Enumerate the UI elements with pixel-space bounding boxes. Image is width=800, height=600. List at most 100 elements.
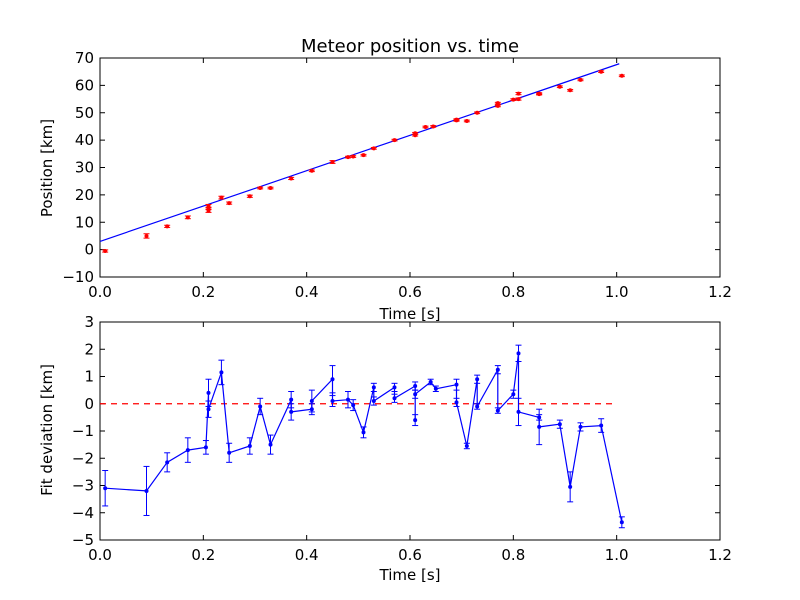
deviation-x-tick-label: 1.0 [605, 546, 629, 564]
position-y-tick-label: 40 [75, 131, 94, 149]
deviation-point [454, 400, 459, 405]
deviation-point [475, 377, 480, 382]
deviation-point [599, 423, 604, 428]
position-point [309, 168, 314, 173]
position-point [289, 176, 294, 181]
position-point [165, 224, 170, 229]
position-point [464, 118, 469, 123]
position-point [431, 124, 436, 129]
position-y-tick-label: 60 [75, 76, 94, 94]
deviation-point [165, 460, 170, 465]
position-x-tick-label: 0.4 [295, 283, 319, 301]
position-point [537, 91, 542, 96]
deviation-x-axis-label: Time [s] [379, 566, 441, 584]
deviation-point [475, 404, 480, 409]
fit-line [99, 63, 620, 242]
position-x-tick-label: 1.0 [605, 283, 629, 301]
position-point [346, 155, 350, 160]
position-point [330, 160, 335, 165]
position-chart-title: Meteor position vs. time [301, 36, 519, 57]
deviation-point [537, 424, 542, 429]
position-point [578, 77, 583, 82]
position-plot: Meteor position vs. time 0.0 0.2 0.4 0.6 0.8… [38, 36, 732, 323]
deviation-x-tick-label: 0.6 [398, 546, 422, 564]
deviation-point [619, 520, 624, 525]
deviation-point [371, 385, 376, 390]
deviation-point [103, 486, 108, 491]
position-point [219, 195, 224, 200]
position-y-tick-label: −10 [62, 268, 94, 286]
position-x-tick-label: 0.0 [88, 283, 112, 301]
position-x-axis-label: Time [s] [379, 305, 441, 323]
position-point [371, 146, 376, 151]
position-point [413, 131, 418, 136]
position-point [475, 110, 480, 115]
deviation-point [219, 370, 224, 375]
deviation-point [227, 450, 232, 455]
deviation-point [568, 484, 573, 489]
deviation-point [144, 488, 149, 493]
deviation-y-tick-label: −4 [72, 504, 94, 522]
position-point [206, 203, 211, 208]
deviation-y-tick-label: 3 [84, 313, 94, 331]
deviation-point [309, 399, 314, 404]
position-point [247, 194, 252, 199]
deviation-point [289, 397, 294, 402]
position-y-axis-label: Position [km] [38, 119, 56, 217]
deviation-point [511, 392, 516, 397]
deviation-point [289, 409, 294, 414]
deviation-point [495, 367, 500, 372]
position-x-tick-label: 0.6 [398, 283, 422, 301]
deviation-point [247, 443, 252, 448]
position-point [361, 153, 366, 158]
deviation-point [203, 445, 208, 450]
position-plot-area: 0.0 0.2 0.4 0.6 0.8 1.0 1.2 −10 0 10 20 30 40 50 60 70 [62, 49, 732, 301]
deviation-point [413, 384, 418, 389]
deviation-point [206, 407, 211, 412]
position-y-tick-label: 30 [75, 159, 94, 177]
position-point [516, 97, 521, 102]
position-point [511, 97, 516, 102]
deviation-point [371, 399, 376, 404]
deviation-y-tick-label: 0 [84, 395, 94, 413]
deviation-point [258, 404, 263, 409]
deviation-point [557, 422, 562, 427]
position-point [599, 69, 604, 74]
deviation-plot: 0.0 0.2 0.4 0.6 0.8 1.0 1.2 −5 −4 −3 −2 −1 0 1 2 3 Time… [38, 313, 732, 584]
deviation-point [516, 351, 521, 356]
deviation-y-tick-label: 2 [84, 340, 94, 358]
position-point [454, 118, 459, 123]
position-y-tick-label: 10 [75, 213, 94, 231]
deviation-y-axis-label: Fit deviation [km] [38, 364, 56, 496]
deviation-point [392, 385, 397, 390]
deviation-x-tick-label: 0.8 [501, 546, 525, 564]
position-point [392, 138, 397, 143]
position-point [268, 186, 273, 191]
deviation-point [346, 397, 350, 402]
position-point [185, 215, 190, 220]
position-point [516, 91, 521, 96]
position-point [258, 186, 263, 191]
deviation-point [413, 418, 418, 423]
position-point [351, 154, 356, 159]
deviation-point [268, 442, 273, 447]
deviation-point [392, 396, 397, 401]
deviation-point [454, 382, 459, 387]
deviation-point [330, 377, 335, 382]
deviation-x-tick-label: 0.0 [88, 546, 112, 564]
position-y-tick-label: 70 [75, 49, 94, 67]
deviation-y-tick-label: −3 [72, 477, 94, 495]
deviation-x-tick-label: 1.2 [708, 546, 732, 564]
position-point [144, 233, 149, 238]
deviation-x-tick-label: 0.2 [191, 546, 215, 564]
deviation-point [351, 403, 356, 408]
position-point [423, 124, 428, 129]
deviation-point [206, 390, 211, 395]
position-y-tick-label: 20 [75, 186, 94, 204]
deviation-plot-area: 0.0 0.2 0.4 0.6 0.8 1.0 1.2 −5 −4 −3 −2 −1 0 1 2 3 [72, 313, 732, 564]
deviation-point [433, 386, 438, 391]
deviation-point [361, 430, 366, 435]
position-point [227, 201, 232, 206]
deviation-point [413, 392, 418, 397]
